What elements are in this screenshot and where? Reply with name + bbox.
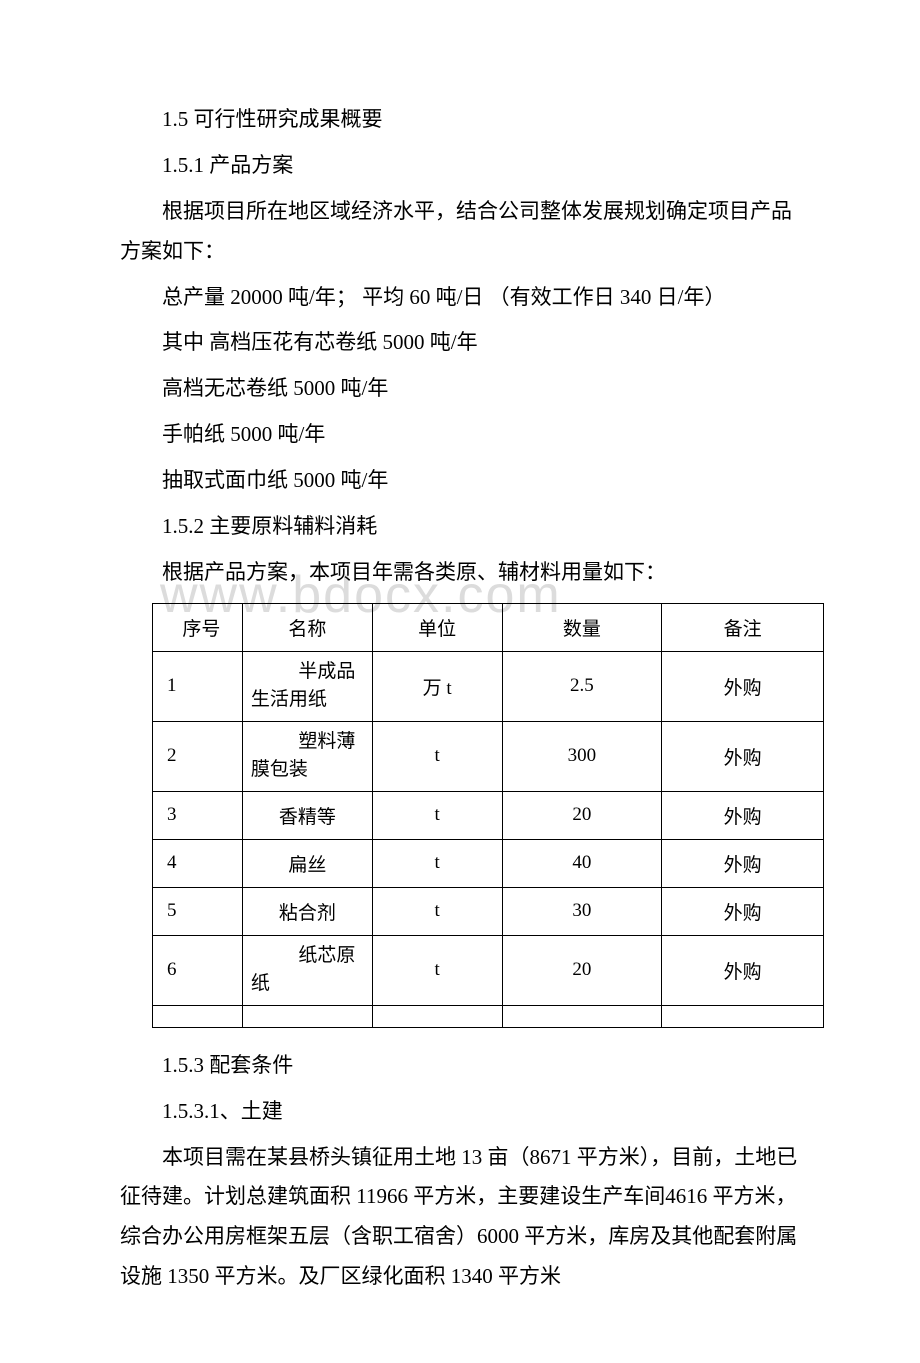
cell-name: 纸芯原 纸 [242, 935, 372, 1005]
cell-note: 外购 [662, 887, 824, 935]
paragraph-materials-intro: 根据产品方案，本项目年需各类原、辅材料用量如下： [120, 553, 800, 593]
cell-seq: 6 [153, 935, 243, 1005]
paragraph-intro: 根据项目所在地区域经济水平，结合公司整体发展规划确定项目产品方案如下： [120, 192, 800, 272]
header-note: 备注 [662, 603, 824, 651]
cell-qty: 40 [502, 839, 662, 887]
cell-unit: 万 t [372, 651, 502, 721]
cell-seq: 5 [153, 887, 243, 935]
heading-1-5-2: 1.5.2 主要原料辅料消耗 [120, 507, 800, 547]
table-row: 2 塑料薄 膜包装 t 300 外购 [153, 721, 824, 791]
heading-1-5: 1.5 可行性研究成果概要 [120, 100, 800, 140]
cell-qty: 20 [502, 791, 662, 839]
table-row: 4 扁丝 t 40 外购 [153, 839, 824, 887]
cell-unit: t [372, 791, 502, 839]
paragraph-product-4: 抽取式面巾纸 5000 吨/年 [120, 461, 800, 501]
cell-seq: 3 [153, 791, 243, 839]
heading-1-5-3-1: 1.5.3.1、土建 [120, 1092, 800, 1132]
cell-note: 外购 [662, 839, 824, 887]
heading-1-5-3: 1.5.3 配套条件 [120, 1046, 800, 1086]
heading-1-5-1: 1.5.1 产品方案 [120, 146, 800, 186]
cell-note: 外购 [662, 651, 824, 721]
header-qty: 数量 [502, 603, 662, 651]
cell-name-line1: 塑料薄 [251, 731, 356, 752]
cell-seq: 1 [153, 651, 243, 721]
cell-seq: 4 [153, 839, 243, 887]
cell-name-line2: 纸 [251, 973, 270, 994]
cell-seq: 2 [153, 721, 243, 791]
table-row: 6 纸芯原 纸 t 20 外购 [153, 935, 824, 1005]
paragraph-total-output: 总产量 20000 吨/年； 平均 60 吨/日 （有效工作日 340 日/年） [120, 278, 800, 318]
cell-unit: t [372, 887, 502, 935]
cell-name: 香精等 [242, 791, 372, 839]
table-empty-row [153, 1005, 824, 1027]
cell-name-line1: 半成品 [251, 661, 356, 682]
header-name: 名称 [242, 603, 372, 651]
paragraph-construction: 本项目需在某县桥头镇征用土地 13 亩（8671 平方米），目前，土地已征待建。… [120, 1138, 800, 1298]
cell-name: 半成品 生活用纸 [242, 651, 372, 721]
cell-note: 外购 [662, 935, 824, 1005]
table-row: 5 粘合剂 t 30 外购 [153, 887, 824, 935]
header-seq: 序号 [153, 603, 243, 651]
cell-name: 扁丝 [242, 839, 372, 887]
table-header-row: 序号 名称 单位 数量 备注 [153, 603, 824, 651]
cell-qty: 300 [502, 721, 662, 791]
cell-qty: 20 [502, 935, 662, 1005]
cell-note: 外购 [662, 791, 824, 839]
cell-unit: t [372, 839, 502, 887]
paragraph-product-3: 手帕纸 5000 吨/年 [120, 415, 800, 455]
cell-qty: 30 [502, 887, 662, 935]
cell-name-line2: 膜包装 [251, 759, 308, 780]
cell-name: 塑料薄 膜包装 [242, 721, 372, 791]
cell-name: 粘合剂 [242, 887, 372, 935]
cell-unit: t [372, 935, 502, 1005]
table-row: 1 半成品 生活用纸 万 t 2.5 外购 [153, 651, 824, 721]
table-row: 3 香精等 t 20 外购 [153, 791, 824, 839]
header-unit: 单位 [372, 603, 502, 651]
paragraph-product-1: 其中 高档压花有芯卷纸 5000 吨/年 [120, 323, 800, 363]
paragraph-product-2: 高档无芯卷纸 5000 吨/年 [120, 369, 800, 409]
cell-note: 外购 [662, 721, 824, 791]
cell-name-line1: 纸芯原 [251, 945, 356, 966]
cell-unit: t [372, 721, 502, 791]
materials-table: 序号 名称 单位 数量 备注 1 半成品 生活用纸 万 t 2.5 外购 2 塑… [152, 603, 824, 1028]
cell-name-line2: 生活用纸 [251, 689, 327, 710]
cell-qty: 2.5 [502, 651, 662, 721]
